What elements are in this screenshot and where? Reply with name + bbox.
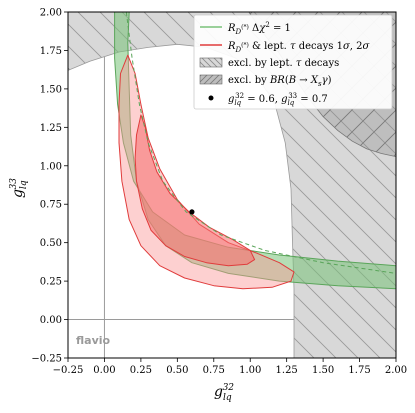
y-tick-label: 0.00: [40, 315, 62, 326]
y-tick-label: 0.50: [40, 238, 62, 249]
region-green-1sigma: [114, 12, 396, 290]
x-tick-label: 0.25: [130, 365, 152, 376]
legend-swatch-hatch-back: [199, 57, 223, 68]
x-tick-label: 1.00: [239, 365, 261, 376]
x-axis-label: glq32: [214, 383, 234, 403]
x-tick-label: −0.25: [53, 365, 84, 376]
x-tick-label: 0.75: [203, 365, 225, 376]
y-axis-label: glq33: [9, 178, 29, 198]
y-tick-label: −0.25: [31, 354, 62, 365]
legend-box: [193, 14, 393, 110]
axis-ticks: −0.25 0.00 0.25 0.50 0.75 1.00 1.25 1.50 1.75 2.0…: [31, 8, 407, 377]
legend-label-benchmark: glq32 = 0.6, glq33 = 0.7: [228, 92, 328, 107]
benchmark-point: [189, 209, 195, 215]
y-tick-label: 0.25: [40, 277, 62, 288]
y-tick-label: 0.75: [40, 200, 62, 211]
legend: RD(*) Δχ2 = 1 RD(*) & lept. τ decays 1σ,…: [193, 14, 393, 110]
legend-label-bsg-excl: excl. by BR(B → Xsγ): [228, 75, 332, 88]
y-tick-label: 1.00: [40, 161, 62, 172]
plot-frame: [67, 11, 397, 359]
legend-label-red: RD(*) & lept. τ decays 1σ, 2σ: [227, 41, 371, 54]
legend-swatch-black-dot: [208, 95, 214, 101]
y-tick-label: 1.50: [40, 84, 62, 95]
y-tick-label: 1.25: [40, 123, 62, 134]
flavio-watermark: flavio: [76, 334, 111, 347]
x-tick-label: 1.25: [276, 365, 298, 376]
x-tick-label: 2.00: [385, 365, 407, 376]
y-tick-label: 1.75: [40, 46, 62, 57]
legend-label-tau-excl: excl. by lept. τ decays: [228, 58, 339, 69]
x-tick-label: 0.00: [93, 365, 115, 376]
x-tick-label: 0.50: [166, 365, 188, 376]
legend-label-green: RD(*) Δχ2 = 1: [227, 21, 291, 36]
y-tick-label: 2.00: [40, 8, 62, 19]
x-tick-label: 1.75: [348, 365, 370, 376]
legend-swatch-hatch-fwd: [199, 74, 223, 85]
dashed-contour: [125, 12, 396, 274]
region-red-1sigma: [134, 114, 256, 267]
x-tick-label: 1.50: [312, 365, 334, 376]
